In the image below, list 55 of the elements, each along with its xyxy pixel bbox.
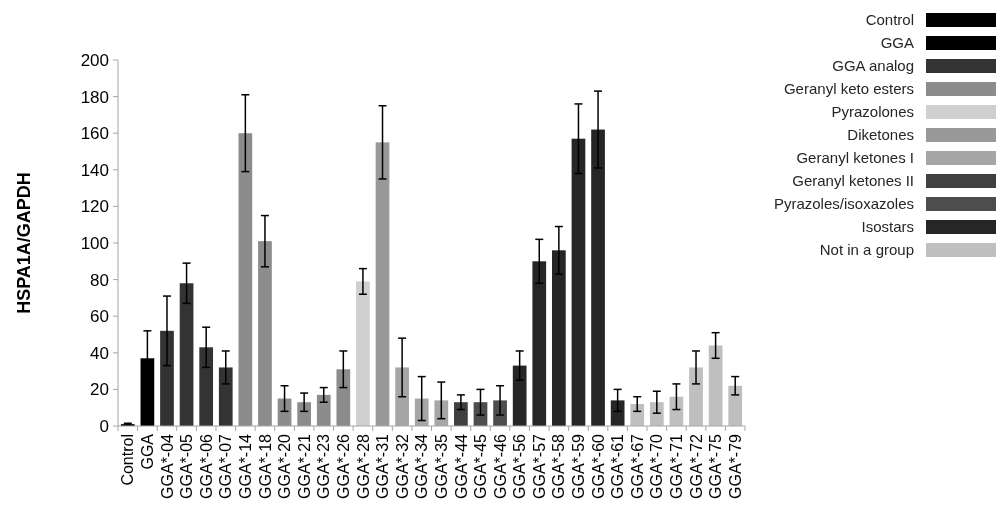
y-tick-label: 40 (90, 343, 109, 363)
legend-label: GGA (880, 34, 914, 52)
y-tick-label: 120 (80, 197, 109, 217)
x-tick-label: GGA*-56 (511, 433, 529, 499)
y-tick-label: 160 (80, 124, 109, 144)
x-tick-label: GGA*-44 (452, 433, 470, 499)
legend-label: Pyrazolones (831, 103, 914, 121)
x-tick-label: GGA*-20 (276, 433, 294, 499)
x-tick-label: GGA*-34 (413, 433, 431, 499)
legend-label: Geranyl ketones I (796, 149, 914, 167)
y-tick-label: 80 (90, 270, 109, 290)
x-tick-label: GGA*-06 (197, 433, 215, 499)
x-tick-label: GGA*-57 (530, 433, 548, 499)
x-tick-label: GGA*-71 (668, 433, 686, 499)
legend-label: Diketones (847, 126, 914, 144)
y-tick-label: 180 (80, 87, 109, 107)
y-tick-label: 140 (80, 160, 109, 180)
x-tick-label: GGA*-23 (315, 433, 333, 499)
x-tick-label: GGA*-04 (158, 433, 176, 499)
x-tick-label: GGA*-72 (687, 433, 705, 499)
y-tick-label: 100 (80, 233, 109, 253)
x-tick-label: GGA*-14 (236, 433, 254, 499)
legend-label: Geranyl ketones II (792, 172, 914, 190)
legend-label: Geranyl keto esters (783, 80, 914, 98)
x-tick-label: GGA*-18 (256, 433, 274, 499)
x-tick-label: GGA*-58 (550, 433, 568, 499)
x-tick-label: Control (119, 434, 137, 486)
y-axis-title: HSPA1A/GAPDH (14, 172, 34, 314)
legend-label: GGA analog (832, 57, 914, 75)
y-tick-label: 20 (90, 380, 109, 400)
y-tick-label: 0 (99, 416, 109, 436)
x-tick-label: GGA*-26 (334, 433, 352, 499)
x-tick-label: GGA*-67 (628, 433, 646, 499)
x-tick-label: GGA*-75 (707, 433, 725, 499)
x-tick-label: GGA*-79 (726, 433, 744, 499)
x-tick-label: GGA*-07 (217, 433, 235, 499)
y-tick-label: 200 (80, 50, 109, 70)
legend-label: Isostars (861, 218, 914, 236)
x-tick-label: GGA*-59 (570, 433, 588, 499)
x-tick-label: GGA*-21 (295, 433, 313, 499)
x-tick-label: GGA (138, 433, 156, 470)
x-tick-label: GGA*-28 (354, 433, 372, 499)
x-tick-label: GGA*-45 (472, 433, 490, 499)
legend-label: Pyrazoles/isoxazoles (773, 195, 914, 213)
x-tick-label: GGA*-70 (648, 433, 666, 499)
x-tick-label: GGA*-32 (393, 433, 411, 499)
legend-label: Not in a group (819, 241, 914, 259)
x-tick-label: GGA*-61 (609, 433, 627, 499)
y-tick-label: 60 (90, 307, 109, 327)
legend-label: Control (865, 11, 914, 29)
x-tick-label: GGA*-60 (589, 433, 607, 499)
x-tick-label: GGA*-46 (491, 433, 509, 499)
x-tick-label: GGA*-05 (178, 433, 196, 499)
x-tick-label: GGA*-31 (374, 433, 392, 499)
x-tick-label: GGA*-35 (432, 433, 450, 499)
